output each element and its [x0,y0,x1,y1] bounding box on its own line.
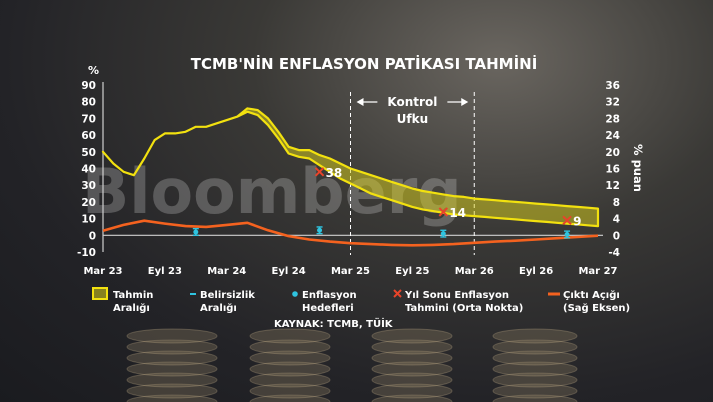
control-horizon-label-line1: Kontrol [387,95,437,109]
coin-stack-0 [126,328,218,344]
coin-stack-1 [249,339,331,355]
x-tick-label: Eyl 25 [395,266,429,277]
y-left-tick-label: 70 [81,113,96,125]
inflation-target-point [440,231,446,237]
coin-stack-0 [126,383,218,399]
y-right-tick-label: 36 [605,80,620,92]
coin-stack-0 [126,361,218,377]
y-left-tick-label: 60 [81,130,96,142]
coin-stack-0 [126,350,218,366]
legend-swatch-target [292,291,298,297]
y-right-tick-label: -4 [608,247,620,259]
coin-stack-0 [126,339,218,355]
year-end-label: 9 [573,214,581,228]
year-end-marker [438,207,449,217]
inflation-target-point [317,227,323,233]
coin-stack-2 [371,383,453,399]
legend: TahminAralığıBelirsizlikAralığıEnflasyon… [92,287,630,314]
control-horizon-left-arrowhead [356,98,364,106]
coin-stack-3 [492,383,578,399]
legend-label-line1: Tahmin [113,290,153,301]
x-tick-label: Mar 24 [207,266,246,277]
control-horizon-right-arrowhead [461,98,469,106]
year-end-label: 38 [326,166,343,180]
coin-stack-2 [371,361,453,377]
legend-swatch-year-end [393,289,402,298]
y-left-unit: % [88,64,99,77]
y-left-tick-label: 90 [81,80,96,92]
legend-label-line2: Tahmini (Orta Nokta) [405,303,523,314]
y-right-tick-label: 20 [605,147,620,159]
y-left-tick-label: 20 [81,197,96,209]
y-right-tick-label: 28 [605,113,620,125]
coin-stack-1 [249,328,331,344]
x-tick-label: Mar 26 [455,266,494,277]
x-tick-label: Eyl 23 [148,266,182,277]
legend-label-line2: (Sağ Eksen) [563,302,630,314]
coin-stack-2 [371,339,453,355]
coin-stack-1 [249,394,331,402]
y-left-tick-label: 0 [89,230,96,242]
source-note: KAYNAK: TCMB, TÜİK [274,316,394,330]
coin-stack-3 [492,350,578,366]
legend-label-line1: Yıl Sonu Enflasyon [404,290,509,301]
coin-stack-1 [249,350,331,366]
coin-stack-2 [371,372,453,388]
y-right-tick-label: 4 [613,214,620,226]
forecast-band [101,107,600,228]
inflation-target-point [564,231,570,237]
coin-stack-3 [492,339,578,355]
coin-stack-1 [249,372,331,388]
coin-stack-2 [371,328,453,344]
chart-title: TCMB'NİN ENFLASYON PATİKASI TAHMİNİ [191,54,538,73]
coin-stack-2 [371,394,453,402]
y-left-tick-label: 40 [81,164,96,176]
y-right-tick-label: 24 [605,130,620,142]
coin-stack-1 [249,383,331,399]
y-right-axis-label: % puan [631,144,645,192]
coin-stack-1 [249,361,331,377]
x-tick-label: Mar 27 [578,266,617,277]
x-tick-label: Mar 25 [331,266,370,277]
y-left-tick-label: 80 [81,97,96,109]
legend-label-line2: Aralığı [200,302,237,314]
year-end-marker [314,167,325,177]
x-tick-label: Eyl 24 [272,266,306,277]
legend-swatch-forecast-band [92,287,108,300]
legend-label-line1: Çıktı Açığı [563,289,620,301]
legend-label-line1: Enflasyon [302,290,357,301]
y-left-tick-label: -10 [77,247,96,259]
y-right-tick-label: 32 [605,97,620,109]
legend-label-line2: Hedefleri [302,303,354,314]
y-right-tick-label: 8 [613,197,620,209]
axes-group: % -10 0 10 20 30 40 50 60 70 80 90 -4 0 4 8 12 16 20 24 28 32… [77,64,645,277]
y-right-tick-label: 12 [605,180,620,192]
inflation-target-point [193,229,199,235]
y-left-tick-label: 50 [81,147,96,159]
x-tick-label: Mar 23 [83,266,122,277]
x-tick-label: Eyl 26 [519,266,553,277]
coin-stack-3 [492,394,578,402]
coin-stack-0 [126,394,218,402]
y-left-tick-label: 30 [81,180,96,192]
coin-stack-3 [492,361,578,377]
y-right-tick-label: 0 [613,230,620,242]
y-left-tick-label: 10 [81,214,96,226]
y-right-tick-label: 16 [605,164,620,176]
legend-label-line1: Belirsizlik [200,290,255,301]
coin-stack-3 [492,328,578,344]
year-end-marker [562,215,572,225]
coin-stack-3 [492,372,578,388]
background-decoration [126,328,578,402]
plot-group: 38 14 9 [101,107,600,247]
legend-label-line2: Aralığı [113,302,150,314]
control-horizon-label-line2: Ufku [397,112,429,126]
year-end-label: 14 [449,206,466,220]
coin-stack-0 [126,372,218,388]
output-gap-line [102,219,599,247]
coin-stack-2 [371,350,453,366]
